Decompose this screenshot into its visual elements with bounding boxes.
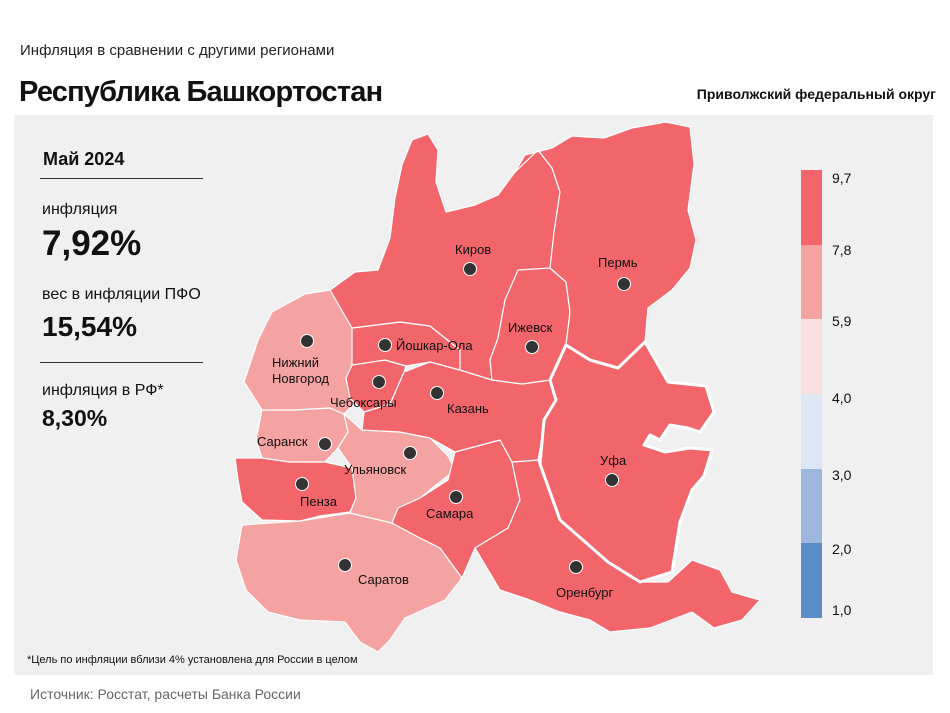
legend-tick: 2,0: [832, 541, 852, 557]
legend-tick: 4,0: [832, 390, 852, 406]
city-label-perm: Пермь: [598, 255, 638, 270]
city-label-samara: Самара: [426, 506, 474, 521]
city-marker-perm: [617, 277, 631, 291]
city-marker-samara: [449, 490, 463, 504]
city-marker-nizhny: [300, 334, 314, 348]
source-note: Источник: Росстат, расчеты Банка России: [30, 686, 301, 702]
legend-tick: 3,0: [832, 467, 852, 483]
city-label-saransk: Саранск: [257, 434, 308, 449]
city-marker-izhevsk: [525, 340, 539, 354]
legend-swatch-1: [801, 170, 822, 245]
legend-swatch-2: [801, 244, 822, 320]
city-marker-yoshkar-ola: [378, 338, 392, 352]
divider-bottom: [40, 362, 203, 363]
city-marker-ufa: [605, 473, 619, 487]
weight-label: вес в инфляции ПФО: [42, 286, 201, 303]
district-label: Приволжский федеральный округ: [696, 86, 936, 102]
legend-swatch-5: [801, 468, 822, 544]
legend-swatch-3: [801, 319, 822, 394]
legend-swatch-4: [801, 393, 822, 469]
city-labels: Киров Пермь Ижевск Йошкар-Ола Нижний Нов…: [257, 242, 638, 600]
color-legend: [801, 170, 822, 618]
rf-inflation-value: 8,30%: [42, 405, 108, 431]
region-perm: [514, 121, 697, 369]
region-penza: [234, 457, 357, 522]
legend-tick: 9,7: [832, 170, 852, 186]
weight-value: 15,54%: [42, 311, 137, 342]
city-marker-kazan: [430, 386, 444, 400]
city-marker-saratov: [338, 558, 352, 572]
chart-subtitle: Инфляция в сравнении с другими регионами: [20, 42, 335, 59]
city-label-penza: Пенза: [300, 494, 338, 509]
city-marker-cheboksary: [372, 375, 386, 389]
city-markers: [295, 262, 631, 574]
inflation-label: инфляция: [42, 201, 118, 218]
city-label-kirov: Киров: [455, 242, 491, 257]
footnote: *Цель по инфляции вблизи 4% установлена …: [27, 654, 358, 666]
legend-tick: 1,0: [832, 602, 852, 618]
rf-inflation-label: инфляция в РФ*: [42, 382, 164, 399]
city-label-ufa: Уфа: [600, 453, 627, 468]
page-title: Республика Башкортостан: [19, 76, 383, 108]
city-label-kazan: Казань: [447, 401, 489, 416]
city-label-yoshkar-ola: Йошкар-Ола: [396, 338, 473, 353]
region-ufa: [538, 340, 716, 584]
legend-tick: 5,9: [832, 313, 852, 329]
inflation-value: 7,92%: [42, 224, 142, 263]
city-label-orenburg: Оренбург: [556, 585, 613, 600]
city-label-nizhny-2: Новгород: [272, 371, 329, 386]
city-marker-orenburg: [569, 560, 583, 574]
city-label-saratov: Саратов: [358, 572, 409, 587]
period-label: Май 2024: [43, 149, 125, 169]
city-label-ulyanovsk: Ульяновск: [344, 462, 406, 477]
divider-top: [40, 178, 203, 179]
legend-swatch-6: [801, 543, 822, 618]
city-label-izhevsk: Ижевск: [508, 320, 553, 335]
legend-tick: 7,8: [832, 242, 852, 258]
city-label-nizhny-1: Нижний: [272, 355, 319, 370]
city-label-cheboksary: Чебоксары: [330, 395, 397, 410]
city-marker-saransk: [318, 437, 332, 451]
city-marker-penza: [295, 477, 309, 491]
city-marker-kirov: [463, 262, 477, 276]
city-marker-ulyanovsk: [403, 446, 417, 460]
